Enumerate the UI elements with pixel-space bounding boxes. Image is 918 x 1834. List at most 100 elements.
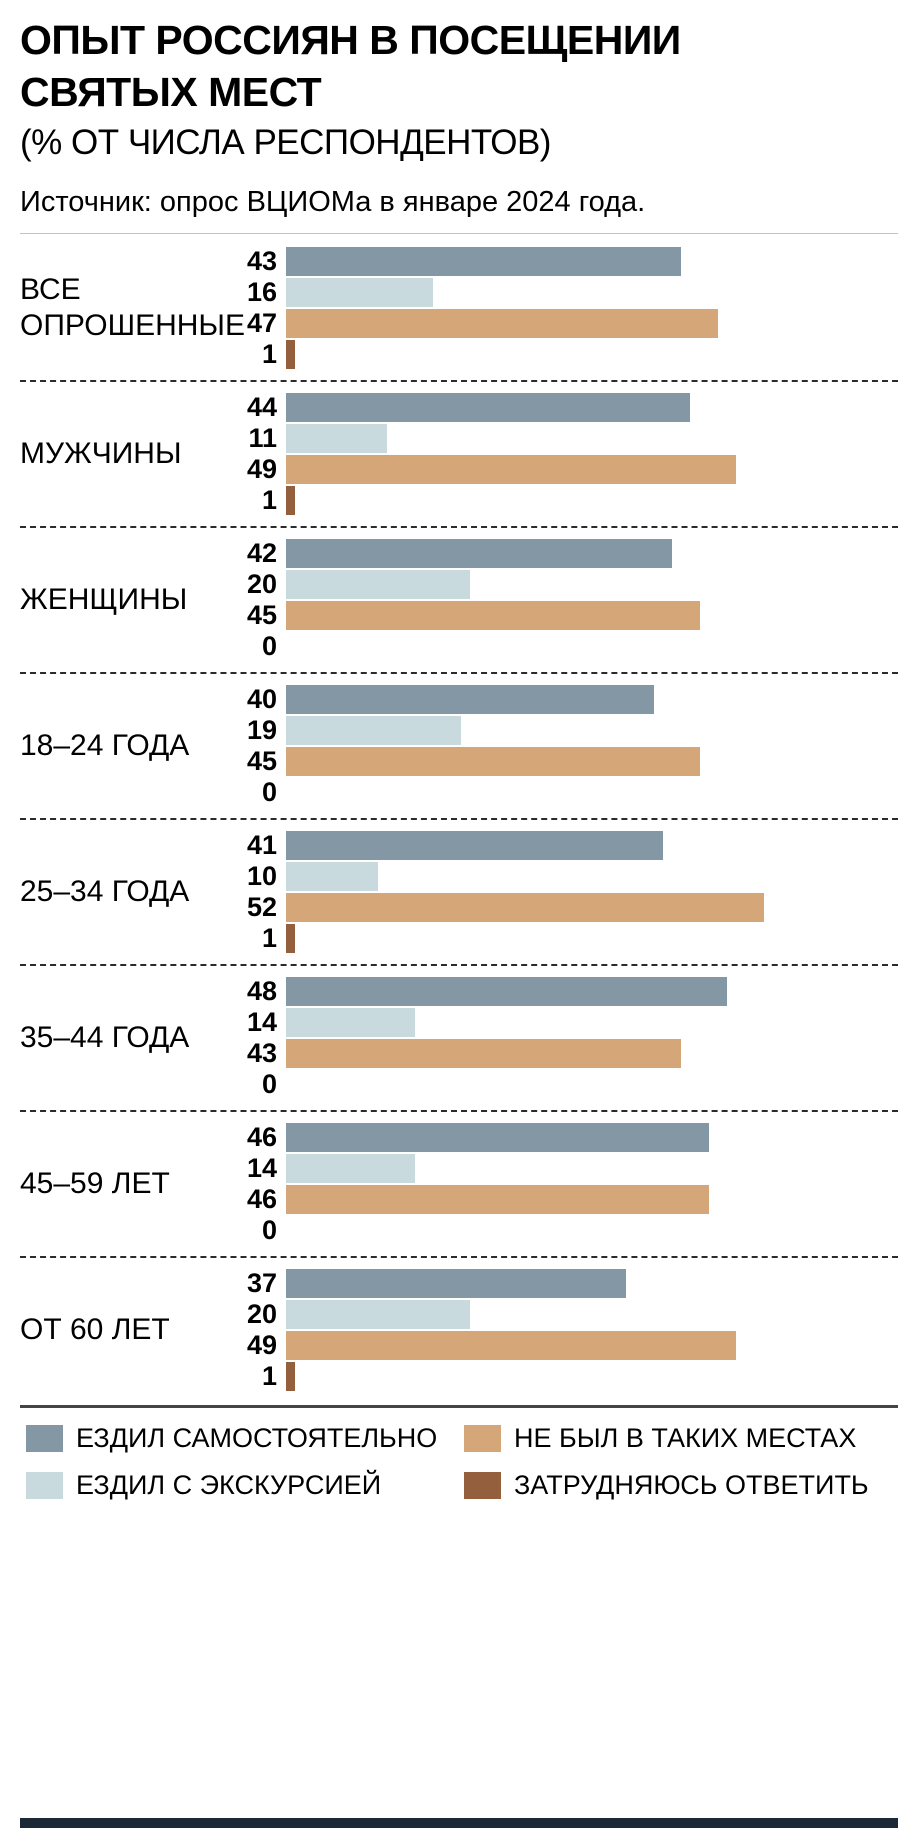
bar-series-1 <box>286 539 673 569</box>
bar-track <box>286 893 764 923</box>
group-bars: 40 19 45 0 <box>238 683 898 809</box>
chart-source: Источник: опрос ВЦИОМа в январе 2024 год… <box>20 186 898 235</box>
bar-track <box>286 977 764 1007</box>
bar-row: 0 <box>238 1215 898 1245</box>
bar-value-label: 20 <box>246 1299 277 1330</box>
legend-color-swatch <box>26 1425 63 1453</box>
bar-row: 47 <box>238 308 898 339</box>
bar-row: 14 <box>238 1153 898 1184</box>
bar-value-label: 0 <box>261 1069 277 1100</box>
bar-series-1 <box>286 977 728 1007</box>
bar-series-3 <box>286 747 700 777</box>
bar-value-label: 46 <box>246 1184 277 1215</box>
bar-series-2 <box>286 862 378 892</box>
bar-track <box>286 1154 764 1184</box>
bar-series-3 <box>286 893 764 923</box>
bar-track <box>286 716 764 746</box>
bar-row: 16 <box>238 277 898 308</box>
bar-row: 1 <box>238 339 898 370</box>
bar-series-2 <box>286 570 470 600</box>
group-bars: 48 14 43 0 <box>238 975 898 1101</box>
bar-track <box>286 340 764 370</box>
bar-row: 14 <box>238 1007 898 1038</box>
bar-series-1 <box>286 831 663 861</box>
chart-group: 35–44 ГОДА 48 14 43 0 <box>20 966 898 1113</box>
bar-track <box>286 1123 764 1153</box>
bar-value-label: 45 <box>246 746 277 777</box>
bar-value-label: 43 <box>246 246 277 277</box>
bar-value-label: 41 <box>246 830 277 861</box>
bar-series-1 <box>286 685 654 715</box>
bar-value-label: 44 <box>246 392 277 423</box>
bar-series-2 <box>286 1300 470 1330</box>
bar-series-1 <box>286 1123 709 1153</box>
bar-row: 49 <box>238 1330 898 1361</box>
chart-group: 25–34 ГОДА 41 10 52 1 <box>20 820 898 967</box>
bar-row: 0 <box>238 777 898 807</box>
bar-series-3 <box>286 1039 682 1069</box>
category-label: 45–59 ЛЕТ <box>20 1167 170 1201</box>
group-bars: 41 10 52 1 <box>238 829 898 955</box>
bar-track <box>286 1331 764 1361</box>
bar-row: 0 <box>238 1069 898 1100</box>
bar-track <box>286 601 764 631</box>
bar-series-2 <box>286 1008 415 1038</box>
bar-track <box>286 539 764 569</box>
bar-track <box>286 831 764 861</box>
bar-row: 20 <box>238 569 898 600</box>
group-bars: 46 14 46 0 <box>238 1121 898 1247</box>
legend-label: НЕ БЫЛ В ТАКИХ МЕСТАХ <box>514 1423 857 1454</box>
chart-groups: ВСЕ ОПРОШЕННЫЕ 43 16 47 1 МУЖЧИНЫ 44 11 49 1 ЖЕНЩИ… <box>20 236 898 1402</box>
bar-track <box>286 1070 764 1099</box>
bar-track <box>286 1185 764 1215</box>
group-bars: 37 20 49 1 <box>238 1267 898 1393</box>
bar-track <box>286 862 764 892</box>
legend-item-series-1: ЕЗДИЛ САМОСТОЯТЕЛЬНО <box>26 1423 454 1454</box>
bar-value-label: 49 <box>246 1330 277 1361</box>
bar-track <box>286 747 764 777</box>
bar-row: 45 <box>238 746 898 777</box>
category-label: ВСЕ ОПРОШЕННЫЕ <box>20 273 245 343</box>
bar-row: 20 <box>238 1299 898 1330</box>
bar-series-2 <box>286 716 461 746</box>
bar-track <box>286 632 764 661</box>
bar-row: 46 <box>238 1184 898 1215</box>
legend-label: ЕЗДИЛ САМОСТОЯТЕЛЬНО <box>76 1423 438 1454</box>
legend-label: ЕЗДИЛ С ЭКСКУРСИЕЙ <box>76 1470 382 1501</box>
bar-row: 41 <box>238 830 898 861</box>
bar-value-label: 14 <box>246 1007 277 1038</box>
category-label: 18–24 ГОДА <box>20 729 190 763</box>
bar-track <box>286 1039 764 1069</box>
bar-row: 43 <box>238 1038 898 1069</box>
bar-series-4 <box>286 924 296 954</box>
bar-track <box>286 424 764 454</box>
legend-color-swatch <box>26 1472 63 1500</box>
legend-color-swatch <box>464 1472 501 1500</box>
bar-value-label: 47 <box>246 308 277 339</box>
bar-track <box>286 247 764 277</box>
bar-series-4 <box>286 1362 296 1392</box>
bar-value-label: 1 <box>261 485 277 516</box>
bar-value-label: 37 <box>246 1268 277 1299</box>
group-bars: 42 20 45 0 <box>238 537 898 663</box>
legend-label: ЗАТРУДНЯЮСЬ ОТВЕТИТЬ <box>514 1470 869 1501</box>
legend-item-series-2: ЕЗДИЛ С ЭКСКУРСИЕЙ <box>26 1470 454 1501</box>
bar-series-2 <box>286 424 388 454</box>
bar-row: 46 <box>238 1122 898 1153</box>
bar-row: 43 <box>238 246 898 277</box>
chart-group: МУЖЧИНЫ 44 11 49 1 <box>20 382 898 529</box>
chart-group: 45–59 ЛЕТ 46 14 46 0 <box>20 1112 898 1259</box>
bar-row: 1 <box>238 485 898 516</box>
bar-row: 0 <box>238 631 898 661</box>
bar-value-label: 45 <box>246 600 277 631</box>
bar-value-label: 49 <box>246 454 277 485</box>
bar-row: 1 <box>238 923 898 954</box>
legend-item-series-3: НЕ БЫЛ В ТАКИХ МЕСТАХ <box>464 1423 892 1454</box>
bar-value-label: 10 <box>246 861 277 892</box>
bar-track <box>286 278 764 308</box>
chart-title: ОПЫТ РОССИЯН В ПОСЕЩЕНИИ СВЯТЫХ МЕСТ <box>20 17 681 116</box>
bar-series-3 <box>286 455 737 485</box>
bar-row: 37 <box>238 1268 898 1299</box>
bar-series-1 <box>286 247 682 277</box>
